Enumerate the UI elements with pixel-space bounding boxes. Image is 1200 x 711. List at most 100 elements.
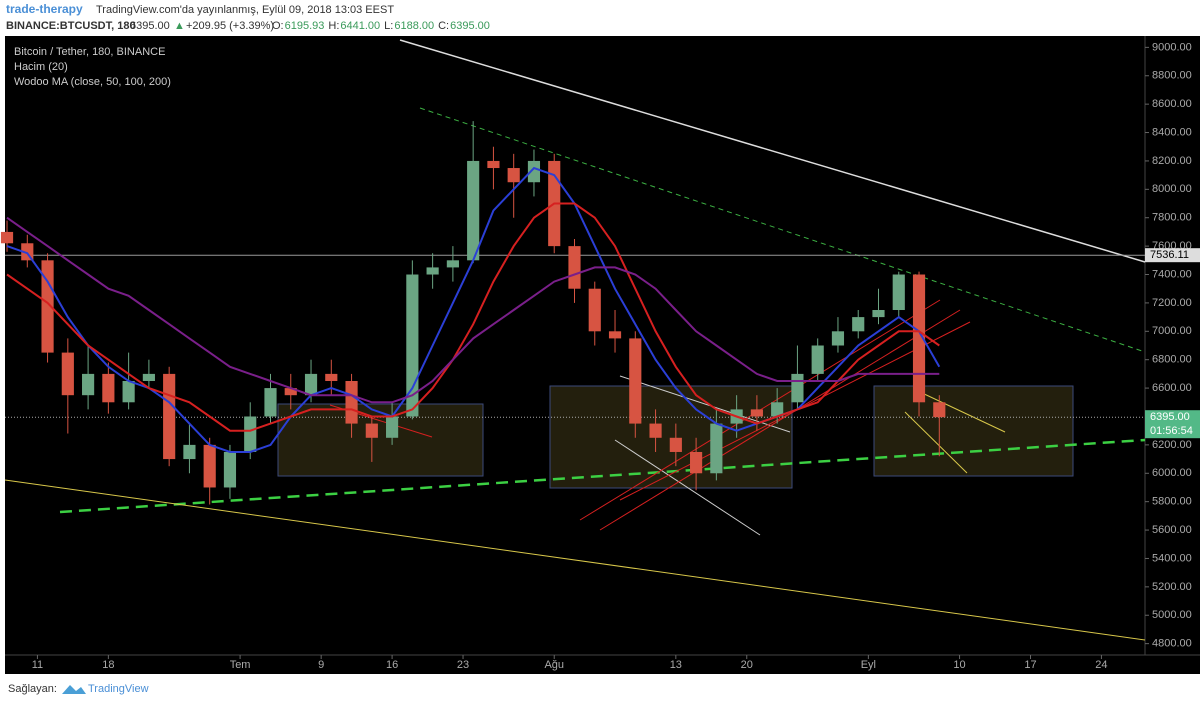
candle-body	[568, 246, 581, 289]
candle-body	[82, 373, 95, 396]
legend-line: Hacim (20)	[14, 61, 68, 73]
candle-body	[892, 274, 905, 311]
y-tick-label: 8800.00	[1152, 70, 1192, 82]
x-tick-label: 17	[1024, 659, 1036, 671]
y-tick-label: 5400.00	[1152, 552, 1192, 564]
author[interactable]: trade-therapy	[6, 2, 83, 16]
x-tick-label: Eyl	[861, 659, 876, 671]
candle-body	[750, 409, 763, 417]
trendline	[399, 39, 1146, 263]
y-tick-label: 7400.00	[1152, 268, 1192, 280]
y-tick-label: 6200.00	[1152, 439, 1192, 451]
candle-body	[872, 310, 885, 318]
y-tick-label: 9000.00	[1152, 41, 1192, 53]
trendline	[919, 391, 1006, 433]
x-tick-label: 16	[386, 659, 398, 671]
y-tick-label: 7200.00	[1152, 297, 1192, 309]
candle-body	[831, 331, 845, 346]
candle-body	[203, 444, 216, 488]
x-tick-label: 11	[32, 659, 43, 671]
y-tick-label: 4800.00	[1152, 638, 1192, 650]
price-label: 7536.11	[1150, 249, 1189, 261]
candle-body	[791, 373, 804, 403]
candle-body	[264, 388, 277, 417]
y-tick-label: 5600.00	[1152, 524, 1192, 536]
candle-body	[426, 267, 439, 275]
candle-body	[365, 423, 378, 438]
trendline	[614, 439, 761, 536]
moving-average	[6, 202, 940, 432]
y-tick-label: 8600.00	[1152, 98, 1192, 110]
trendline	[419, 107, 1146, 353]
candle-body	[446, 260, 459, 268]
candle-body	[223, 451, 237, 488]
candle-body	[527, 160, 541, 183]
candle-body	[61, 352, 74, 396]
ohlc-label: H:	[328, 20, 339, 32]
symbol: BINANCE:BTCUSDT, 180	[6, 20, 136, 32]
ohlc-label: C:	[438, 20, 449, 32]
candle-body	[386, 416, 399, 438]
ohlc-value: 6195.93	[285, 20, 325, 32]
candle-body	[183, 444, 196, 460]
candle-body	[102, 373, 115, 403]
moving-average	[6, 216, 940, 404]
candle-body	[771, 402, 784, 417]
price: 6395.00	[130, 20, 170, 32]
tv-logo	[62, 685, 86, 694]
candle-body	[608, 331, 622, 339]
x-tick-label: 23	[457, 659, 469, 671]
candle-body	[467, 160, 480, 261]
candle-body	[933, 402, 946, 418]
candle-body	[41, 260, 54, 353]
y-tick-label: 5000.00	[1152, 609, 1192, 621]
candle-body	[325, 373, 338, 381]
candle-body	[0, 231, 14, 244]
last-price-label: 6395.00	[1150, 411, 1190, 423]
ohlc-value: 6441.00	[340, 20, 380, 32]
candle-body	[142, 373, 155, 381]
candle-body	[163, 373, 176, 460]
legend-line: Wodoo MA (close, 50, 100, 200)	[14, 76, 171, 88]
box	[873, 385, 1074, 477]
candle-body	[852, 317, 865, 332]
x-tick-label: 24	[1095, 659, 1107, 671]
y-tick-label: 6000.00	[1152, 467, 1192, 479]
candle-body	[912, 274, 926, 403]
ohlc-label: L:	[384, 20, 393, 32]
y-tick-label: 5800.00	[1152, 496, 1192, 508]
x-tick-label: 20	[741, 659, 753, 671]
candle-body	[284, 388, 297, 396]
footer-brand[interactable]: TradingView	[88, 683, 149, 695]
candle-body	[629, 338, 642, 424]
candle-body	[669, 437, 682, 452]
footer-label: Sağlayan:	[8, 683, 57, 695]
candle-body	[690, 451, 703, 474]
x-tick-label: 18	[102, 659, 114, 671]
y-tick-label: 8000.00	[1152, 183, 1192, 195]
x-tick-label: 13	[670, 659, 682, 671]
trendline	[4, 479, 1146, 641]
drawings	[4, 39, 1146, 641]
candle-body	[304, 373, 318, 396]
up-arrow: ▲	[174, 20, 185, 32]
ohlc-value: 6188.00	[394, 20, 434, 32]
y-tick-label: 8400.00	[1152, 126, 1192, 138]
plot-bg	[5, 36, 1200, 674]
change: +209.95 (+3.39%)	[186, 20, 274, 32]
candle-body	[588, 288, 601, 332]
y-tick-label: 6800.00	[1152, 354, 1192, 366]
candle-body	[507, 168, 520, 183]
candle-body	[710, 423, 723, 474]
box	[277, 403, 484, 477]
x-tick-label: Ağu	[544, 659, 564, 671]
legend-line: Bitcoin / Tether, 180, BINANCE	[14, 46, 165, 58]
trendline	[904, 411, 968, 474]
candle-body	[244, 416, 257, 452]
candle-body	[649, 423, 662, 438]
y-tick-label: 6600.00	[1152, 382, 1192, 394]
candle-body	[122, 380, 135, 403]
trendline	[59, 438, 1146, 514]
candle-body	[487, 160, 500, 169]
y-tick-label: 5200.00	[1152, 581, 1192, 593]
